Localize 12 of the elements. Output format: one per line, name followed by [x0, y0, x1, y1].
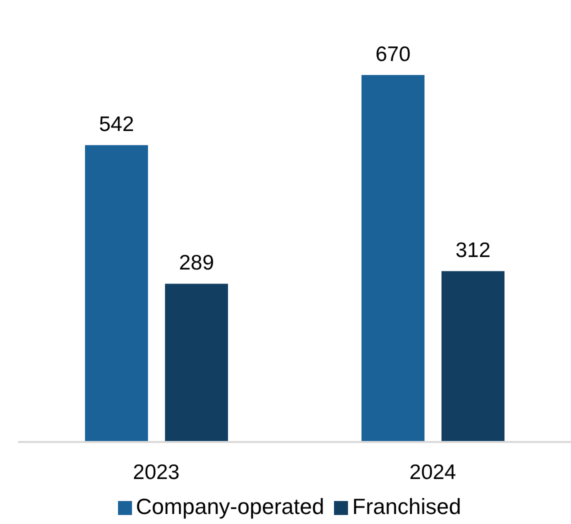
bar	[442, 271, 504, 442]
bar	[165, 284, 228, 442]
legend-label: Company-operated	[136, 494, 324, 519]
bar	[85, 145, 148, 442]
data-label: 542	[98, 113, 134, 136]
data-label: 312	[455, 239, 491, 262]
bar	[362, 75, 424, 442]
x-tick-label: 2023	[132, 460, 180, 484]
data-label: 670	[375, 43, 411, 66]
x-tick-label: 2024	[409, 460, 456, 484]
legend-label: Franchised	[352, 494, 462, 519]
data-label: 289	[178, 252, 214, 275]
